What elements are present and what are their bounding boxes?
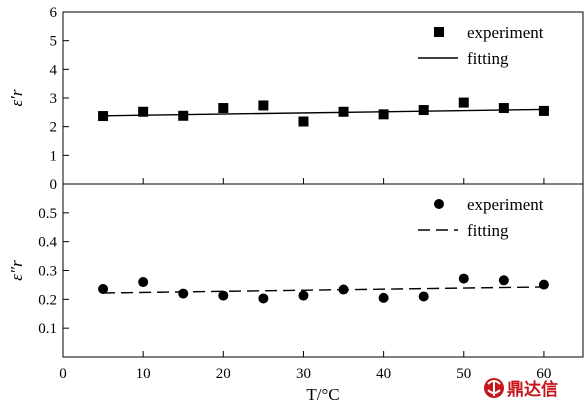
- fitting-line-top: [103, 108, 544, 117]
- x-tick-label: 10: [136, 366, 151, 382]
- y-tick-label-top: 5: [50, 34, 58, 50]
- y-tick-label-top: 0: [50, 177, 58, 193]
- y-tick-label-top: 3: [50, 91, 58, 107]
- y-axis-label-top: ε′r: [7, 89, 26, 106]
- data-point-top: [258, 100, 269, 111]
- data-point-bottom: [298, 290, 309, 301]
- data-point-bottom: [178, 288, 189, 299]
- bottom-panel: 0.1 0.2 0.3 0.4 0.5 ε″r experiment fitting: [7, 183, 584, 358]
- data-point-top: [98, 111, 109, 122]
- data-point-top: [498, 103, 509, 114]
- data-point-bottom: [378, 292, 389, 303]
- y-tick-label-bottom: 0.5: [38, 206, 57, 222]
- data-point-bottom: [258, 293, 269, 304]
- top-panel: 0 1 2 3 4 5 6 ε′r experiment fitting: [7, 5, 584, 193]
- y-tick-label-top: 1: [50, 148, 58, 164]
- y-tick-label-top: 2: [50, 120, 58, 136]
- data-point-top: [178, 110, 189, 121]
- legend-label-top: fitting: [467, 49, 509, 68]
- data-point-bottom: [418, 291, 429, 302]
- data-point-bottom: [498, 275, 509, 286]
- legend-marker-top: [434, 27, 444, 37]
- watermark: 鼎达信: [484, 378, 558, 400]
- x-tick-label: 20: [216, 366, 231, 382]
- y-tick-label-top: 6: [50, 5, 58, 21]
- data-point-top: [378, 109, 389, 120]
- y-tick-label-bottom: 0.2: [38, 292, 57, 308]
- legend-label-bottom: fitting: [467, 221, 509, 240]
- legend-label-bottom: experiment: [467, 195, 544, 214]
- legend-marker-bottom: [434, 199, 444, 209]
- data-point-bottom: [458, 273, 469, 284]
- y-tick-label-bottom: 0.4: [38, 235, 57, 251]
- data-point-top: [458, 97, 469, 108]
- x-tick-label: 0: [59, 366, 67, 382]
- data-point-top: [538, 105, 549, 116]
- y-tick-label-bottom: 0.3: [38, 264, 57, 280]
- fitting-line-bottom: [103, 286, 544, 294]
- data-point-top: [418, 105, 429, 116]
- legend-label-top: experiment: [467, 23, 544, 42]
- x-tick-label: 60: [536, 366, 551, 382]
- y-tick-label-bottom: 0.1: [38, 321, 57, 337]
- x-tick-label: 50: [456, 366, 471, 382]
- x-tick-label: 40: [376, 366, 391, 382]
- x-axis-label: T/°C: [306, 385, 339, 404]
- x-tick-label: 30: [296, 366, 311, 382]
- data-point-bottom: [138, 277, 149, 288]
- y-tick-label-top: 4: [50, 62, 58, 78]
- y-axis-label-bottom: ε″r: [7, 260, 26, 281]
- data-point-bottom: [98, 283, 109, 294]
- x-axis: 0 10 20 30 40 50 60 T/°C: [59, 366, 551, 404]
- data-point-top: [138, 106, 149, 117]
- data-point-top: [218, 103, 229, 114]
- watermark-text: 鼎达信: [507, 379, 558, 400]
- data-point-bottom: [218, 290, 229, 301]
- logo-icon: [484, 378, 504, 398]
- data-point-bottom: [538, 279, 549, 290]
- data-point-top: [298, 116, 309, 127]
